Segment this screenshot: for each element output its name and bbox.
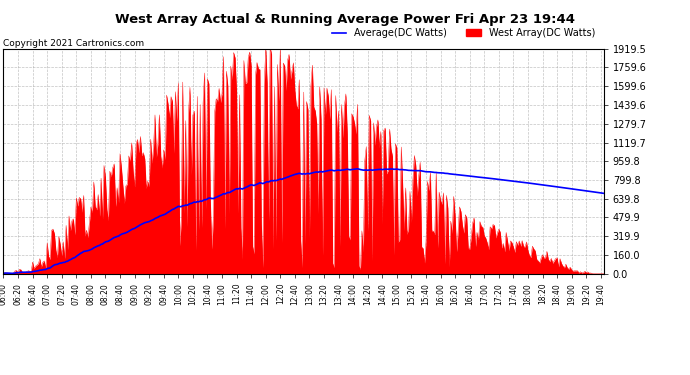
Legend: Average(DC Watts), West Array(DC Watts): Average(DC Watts), West Array(DC Watts) <box>328 24 599 42</box>
Text: Copyright 2021 Cartronics.com: Copyright 2021 Cartronics.com <box>3 39 145 48</box>
Text: West Array Actual & Running Average Power Fri Apr 23 19:44: West Array Actual & Running Average Powe… <box>115 13 575 26</box>
